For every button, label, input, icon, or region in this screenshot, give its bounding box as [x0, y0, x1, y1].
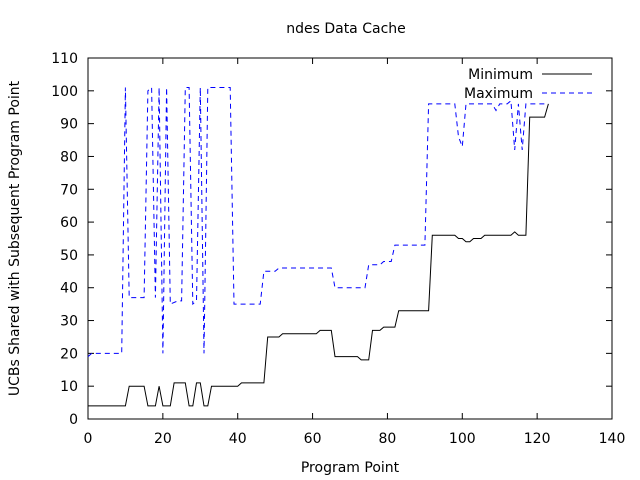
x-axis-label: Program Point: [301, 460, 400, 476]
x-tick-label: 120: [524, 431, 551, 447]
y-tick-label: 110: [51, 51, 78, 67]
legend: Minimum Maximum: [464, 67, 592, 102]
axis-ticks: 0 20 40 60 80 100 120 140 0 10 20 30 40 50 60 70 80 90 100…: [51, 51, 625, 447]
y-tick-label: 100: [51, 84, 78, 100]
x-tick-label: 40: [229, 431, 247, 447]
chart-title: ndes Data Cache: [286, 21, 406, 37]
y-tick-label: 90: [60, 117, 78, 133]
series-line-minimum: [88, 103, 549, 407]
x-tick-label: 100: [449, 431, 476, 447]
y-tick-label: 40: [60, 281, 78, 297]
y-tick-label: 0: [69, 412, 78, 428]
y-tick-label: 80: [60, 149, 78, 165]
y-tick-label: 10: [60, 379, 78, 395]
y-axis-label: UCBs Shared with Subsequent Program Poin…: [7, 80, 23, 396]
series-line-maximum: [87, 86, 549, 357]
x-tick-label: 80: [379, 431, 397, 447]
x-tick-label: 60: [304, 431, 322, 447]
legend-label: Minimum: [468, 67, 533, 83]
y-tick-label: 50: [60, 248, 78, 264]
legend-label: Maximum: [464, 86, 533, 102]
x-tick-label: 0: [84, 431, 93, 447]
y-tick-label: 60: [60, 215, 78, 231]
y-tick-label: 20: [60, 346, 78, 362]
y-tick-label: 70: [60, 182, 78, 198]
plot-frame: [87, 57, 613, 420]
x-tick-label: 140: [599, 431, 626, 447]
y-tick-label: 30: [60, 314, 78, 330]
series-lines: [87, 86, 549, 407]
x-tick-label: 20: [154, 431, 172, 447]
